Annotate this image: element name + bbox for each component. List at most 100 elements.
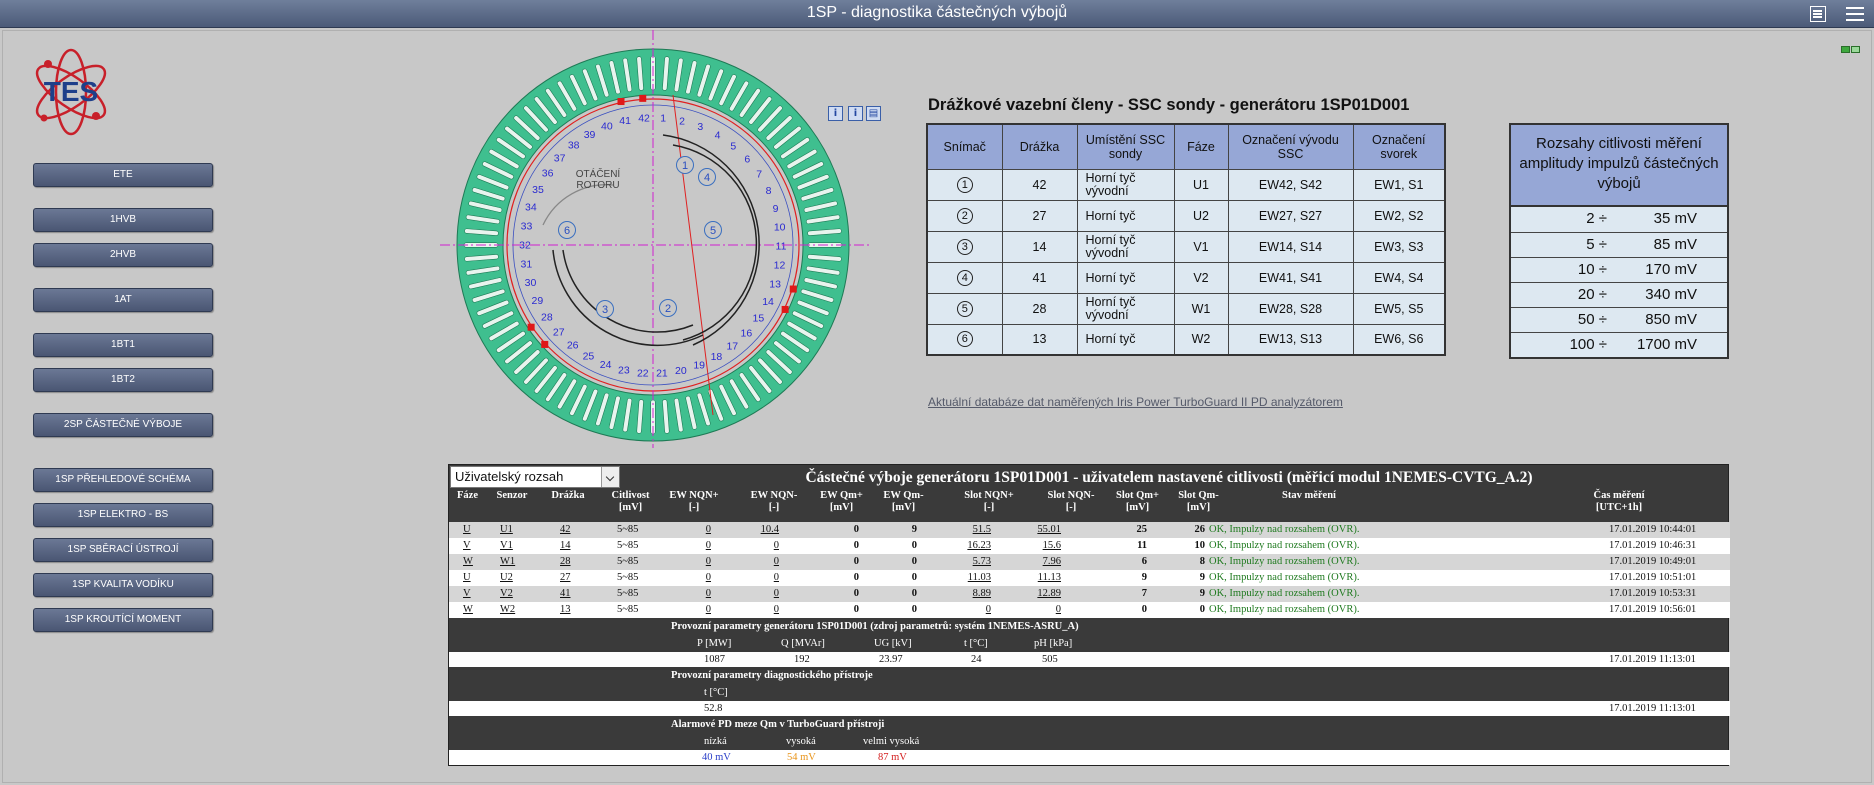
legend-button[interactable]: ▤	[866, 106, 881, 121]
ssc-cell: EW27, S27	[1227, 199, 1354, 232]
status-led-icon	[1840, 38, 1862, 53]
nav-2sp-pd-button[interactable]: 2SP ČÁSTEČNÉ VÝBOJE	[33, 413, 213, 437]
measure-ewqn: 0	[911, 540, 917, 551]
ssc-terminal: EW1, S1	[1374, 177, 1424, 192]
nav-1sp-collector-button[interactable]: 1SP SBĚRACÍ ÚSTROJÍ	[33, 538, 213, 562]
chevron-down-icon[interactable]	[601, 467, 619, 487]
measure-col-header: Drážka	[548, 490, 588, 502]
stator-diagram: 1 2 3 4 5 6 7 8 9 10 11 12 13 14 15 16 17 18 19 20 21 22 23 24 2…	[440, 30, 881, 448]
stator-slot	[569, 74, 588, 106]
tes-logo: TES	[26, 44, 116, 140]
measure-col-header: Citlivost [mV]	[603, 490, 658, 514]
measure-time: 17.01.2019 10:46:31	[1609, 540, 1697, 551]
nav-1sp-elektro-button[interactable]: 1SP ELEKTRO - BS	[33, 503, 213, 527]
nav-1at-button[interactable]: 1AT	[33, 288, 213, 312]
header-line-1: Citlivost	[611, 490, 650, 501]
nav-1bt1-button[interactable]: 1BT1	[33, 333, 213, 357]
stator-slot	[685, 395, 698, 430]
stator-slot	[464, 228, 499, 236]
measure-sqn: 9	[1199, 588, 1205, 599]
alarm-value-veryhigh: 87 mV	[878, 752, 907, 763]
nav-2hvb-button[interactable]: 2HVB	[33, 243, 213, 267]
ssc-cell: EW5, S5	[1352, 292, 1446, 325]
ssc-terminal: EW6, S6	[1374, 332, 1424, 347]
nav-1sp-hydrogen-button[interactable]: 1SP KVALITA VODÍKU	[33, 573, 213, 597]
stator-slot	[803, 277, 838, 290]
sensor-marker-icon	[659, 299, 677, 317]
stator-slot	[496, 331, 526, 353]
stator-slot	[757, 105, 783, 133]
ssc-cell: U1	[1173, 168, 1229, 201]
measure-col-header: Senzor	[488, 490, 536, 502]
stator-slot	[488, 321, 520, 341]
stator-slot	[780, 137, 810, 159]
range-select[interactable]: Uživatelský rozsah	[450, 466, 620, 488]
ssc-col-phase: Fáze	[1173, 123, 1229, 170]
stator-slot	[773, 125, 802, 150]
measure-ewp: 0	[705, 588, 711, 599]
measure-status: OK, Impulzy nad rozsahem (OVR).	[1209, 524, 1360, 535]
gen-param-label: UG [kV]	[874, 638, 912, 649]
info-button-2[interactable]: i	[848, 106, 863, 121]
ssc-terminal: EW4, S4	[1374, 270, 1424, 285]
ssc-cell: 14	[1001, 230, 1078, 263]
measure-phase: U	[463, 572, 471, 583]
nav-1hvb-button[interactable]: 1HVB	[33, 208, 213, 232]
header-line-1: EW NQN+	[669, 490, 719, 501]
stator-slot	[780, 331, 810, 353]
nav-ete-button[interactable]: ETE	[33, 163, 213, 187]
diag-params-header: t [°C]	[449, 684, 1730, 701]
nav-1sp-overview-button[interactable]: 1SP PŘEHLEDOVÉ SCHÉMA	[33, 468, 213, 492]
range-to: 170 mV	[1645, 261, 1697, 278]
gen-param-value: 1087	[704, 654, 725, 665]
stator-slot	[800, 288, 835, 303]
phase-line	[672, 94, 714, 416]
stator-slot	[582, 68, 599, 102]
ssc-cell: EW14, S14	[1227, 230, 1354, 263]
ssc-row: 1 42 Horní tyč vývodní U1 EW42, S42 EW1, S1	[926, 168, 1446, 201]
stator-slot	[488, 149, 520, 169]
slot-number-label: 21	[656, 368, 668, 380]
ssc-terminal: EW5, S5	[1374, 301, 1424, 316]
nav-1sp-torque-button[interactable]: 1SP KROUTÍCÍ MOMENT	[33, 608, 213, 632]
stator-slot	[468, 200, 503, 213]
header-line-2: [mV]	[618, 502, 643, 513]
slot-number-label: 24	[600, 359, 612, 371]
slot-number-label: 19	[693, 359, 705, 371]
range-from: 5 ÷	[1586, 236, 1607, 253]
ssc-location: Horní tyč	[1085, 208, 1136, 223]
stator-slot	[696, 392, 711, 427]
table-view-icon[interactable]	[1810, 6, 1826, 22]
measure-time: 17.01.2019 10:49:01	[1609, 556, 1697, 567]
measure-col-header: Čas měření [UTC+1h]	[1549, 490, 1689, 514]
measure-sqp: 25	[1136, 524, 1148, 535]
stator-slot	[748, 96, 773, 125]
slot-number-label: 8	[766, 185, 772, 197]
alarm-value-low: 40 mV	[702, 752, 731, 763]
slot-number-label: 31	[520, 258, 532, 270]
ssc-cell: 3	[926, 230, 1003, 263]
stator-slot	[476, 174, 510, 191]
stator-slot	[662, 399, 670, 434]
database-link[interactable]: Aktuální databáze dat naměřených Iris Po…	[928, 395, 1343, 409]
stator-slot	[786, 321, 818, 341]
info-button-1[interactable]: i	[828, 106, 843, 121]
slot-number-label: 38	[568, 140, 580, 152]
measure-sensor: U1	[500, 524, 513, 535]
measure-slot: 27	[560, 572, 571, 583]
slot-number-label: 14	[762, 296, 774, 308]
measure-snn: 55.01	[1037, 524, 1061, 535]
slot-number-label: 12	[774, 260, 786, 272]
ssc-cell: EW4, S4	[1352, 261, 1446, 294]
slot-number-label: 41	[619, 115, 631, 127]
measure-col-header: Slot Qm- [mV]	[1176, 490, 1221, 514]
hamburger-menu-icon[interactable]	[1846, 7, 1864, 21]
stator-slot	[622, 397, 633, 433]
ssc-cell: 28	[1001, 292, 1078, 325]
stator-slot	[582, 388, 599, 422]
stator-slot	[513, 115, 541, 141]
measure-sqp: 9	[1141, 572, 1147, 583]
gen-param-value: 24	[971, 654, 982, 665]
measure-ewn: 0	[773, 588, 779, 599]
nav-1bt2-button[interactable]: 1BT2	[33, 368, 213, 392]
